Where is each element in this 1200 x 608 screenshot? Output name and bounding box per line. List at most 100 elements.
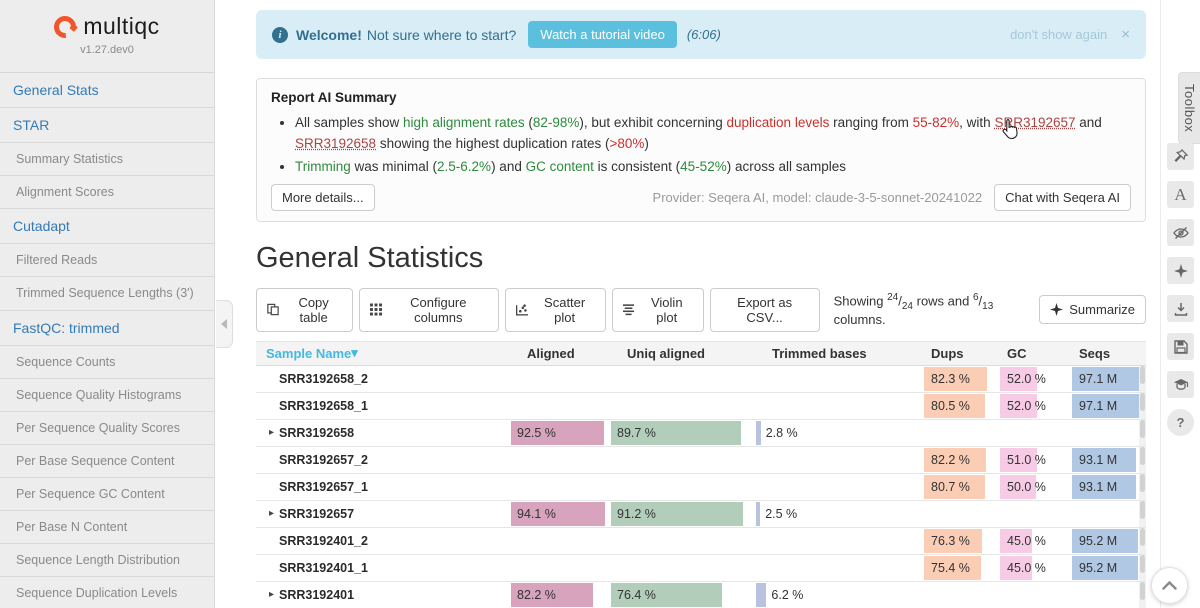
cell-gc: 45.0 % [1000,528,1072,554]
aligned-bar [511,420,604,445]
cell-uniq-aligned [611,528,756,554]
ai-highlight-button[interactable] [1167,257,1194,284]
table-row[interactable]: ▸ SRR3192657_2 82.2 % 51.0 % 93.1 M [256,446,1146,474]
dups-bar [924,393,986,418]
mouse-cursor [1002,118,1018,140]
cell-gc: 45.0 % [1000,555,1072,581]
cell-aligned: 94.1 % [511,501,611,527]
grid-icon [370,303,383,316]
cell-dups: 75.4 % [924,555,1000,581]
help-button[interactable]: ? [1167,409,1194,436]
table-scrollbar[interactable] [1139,527,1146,554]
sidebar-item[interactable]: Trimmed Sequence Lengths (3') [0,277,214,311]
more-details-button[interactable]: More details... [271,183,375,211]
table-scrollbar[interactable] [1139,554,1146,581]
logo: multiqc v1.27.dev0 [0,0,214,64]
ai-text-segment: and [1075,115,1102,130]
table-row[interactable]: ▸ SRR3192657 94.1 % 91.2 % 2.5 % [256,500,1146,528]
ai-text-segment: , with [959,115,995,130]
sidebar-item[interactable]: General Stats [0,73,214,108]
cell-gc: 52.0 % [1000,393,1072,419]
sidebar-item[interactable]: Per Sequence GC Content [0,478,214,512]
header-uniq-aligned[interactable]: Uniq aligned [627,345,705,361]
tour-button[interactable] [1167,371,1194,398]
sidebar-item[interactable]: Alignment Scores [0,176,214,210]
sidebar-item[interactable]: Per Sequence Quality Scores [0,412,214,445]
summarize-button[interactable]: Summarize [1039,295,1147,325]
expand-caret-icon[interactable]: ▸ [269,589,275,601]
sidebar-item[interactable]: Sequence Quality Histograms [0,379,214,412]
violin-plot-button[interactable]: Violin plot [611,287,704,332]
table-scrollbar[interactable] [1139,419,1146,446]
version-label: v1.27.dev0 [80,44,134,56]
scroll-to-top-button[interactable] [1151,567,1188,604]
header-gc[interactable]: GC [1007,345,1027,361]
cell-uniq-aligned: 89.7 % [611,420,756,446]
table-row[interactable]: ▸ SRR3192658 92.5 % 89.7 % 2.8 % [256,419,1146,447]
table-body: ▸ SRR3192658_2 82.3 % 52.0 % 97.1 M ▸ SR… [256,365,1146,608]
table-row[interactable]: ▸ SRR3192658_1 80.5 % 52.0 % 97.1 M [256,392,1146,420]
header-dups[interactable]: Dups [931,345,964,361]
sidebar-item[interactable]: Sequence Counts [0,346,214,379]
table-scrollbar[interactable] [1139,392,1146,419]
sample-link[interactable]: SRR3192658 [295,135,377,151]
rename-samples-button[interactable]: A [1167,181,1194,208]
table-row[interactable]: ▸ SRR3192401_1 75.4 % 45.0 % 95.2 M [256,554,1146,582]
watch-tutorial-button[interactable]: Watch a tutorial video [528,21,677,48]
sidebar-collapse-handle[interactable] [216,300,233,348]
ai-text-segment: ) across all samples [726,158,847,174]
main-content: i Welcome! Not sure where to start? Watc… [216,0,1160,608]
welcome-banner: i Welcome! Not sure where to start? Watc… [256,10,1146,59]
save-settings-button[interactable] [1167,333,1194,360]
sidebar-item[interactable]: FastQC: trimmed [0,311,214,346]
header-sample-name[interactable]: Sample Name ▾ [266,345,358,361]
show-hide-samples-button[interactable] [1167,219,1194,246]
table-row[interactable]: ▸ SRR3192657_1 80.7 % 50.0 % 93.1 M [256,473,1146,501]
sidebar-item[interactable]: Sequence Duplication Levels [0,577,214,608]
table-scrollbar[interactable] [1139,500,1146,527]
sidebar-item[interactable]: Cutadapt [0,209,214,245]
sidebar-item[interactable]: STAR [0,108,214,143]
sample-link[interactable]: SRR3192657 [994,115,1076,130]
table-row[interactable]: ▸ SRR3192401 82.2 % 76.4 % 6.2 % [256,581,1146,608]
cell-aligned [511,528,611,554]
sidebar-item[interactable]: Per Base N Content [0,511,214,545]
sidebar-item[interactable]: Per Base Sequence Content [0,445,214,478]
cell-gc [1000,420,1072,446]
sidebar-item[interactable]: Filtered Reads [0,244,214,278]
sidebar-item[interactable]: Sequence Length Distribution [0,544,214,578]
ai-summary-title: Report AI Summary [271,90,397,105]
scatter-plot-button[interactable]: Scatter plot [505,287,606,332]
table-row[interactable]: ▸ SRR3192658_2 82.3 % 52.0 % 97.1 M [256,365,1146,393]
download-button[interactable] [1167,295,1194,322]
cell-aligned [511,393,611,419]
cell-dups: 82.3 % [924,366,1000,392]
table-scrollbar[interactable] [1139,446,1146,473]
table-scrollbar[interactable] [1139,473,1146,500]
table-scrollbar[interactable] [1139,581,1146,608]
sample-name: SRR3192657 [279,506,355,521]
chat-with-seqera-button[interactable]: Chat with Seqera AI [994,183,1131,211]
table-row[interactable]: ▸ SRR3192401_2 76.3 % 45.0 % 95.2 M [256,527,1146,555]
expand-caret-icon[interactable]: ▸ [269,427,275,439]
dont-show-again-link[interactable]: don't show again [1010,27,1108,42]
ai-text-segment: 2.5-6.2% [437,158,492,174]
sidebar-item[interactable]: Summary Statistics [0,143,214,177]
sparkle-icon [1050,303,1064,317]
export-csv-button[interactable]: Export as CSV... [709,287,820,332]
copy-table-button[interactable]: Copy table [256,287,354,332]
table-scrollbar[interactable] [1139,365,1146,392]
close-icon[interactable]: × [1121,26,1130,43]
header-trimmed-bases[interactable]: Trimmed bases [772,345,867,361]
header-seqs[interactable]: Seqs [1079,345,1111,361]
configure-columns-button[interactable]: Configure columns [359,287,500,332]
welcome-bold: Welcome! [296,26,362,43]
sample-name: SRR3192658_1 [279,398,368,413]
pin-button[interactable] [1167,143,1194,170]
header-aligned[interactable]: Aligned [527,345,575,361]
ai-text-segment: >80% [609,135,645,151]
expand-caret-icon[interactable]: ▸ [269,508,275,520]
question-mark-icon: ? [1176,415,1185,430]
toolbox-tab[interactable]: Toolbox [1178,72,1200,145]
uniq-aligned-bar [611,501,744,526]
